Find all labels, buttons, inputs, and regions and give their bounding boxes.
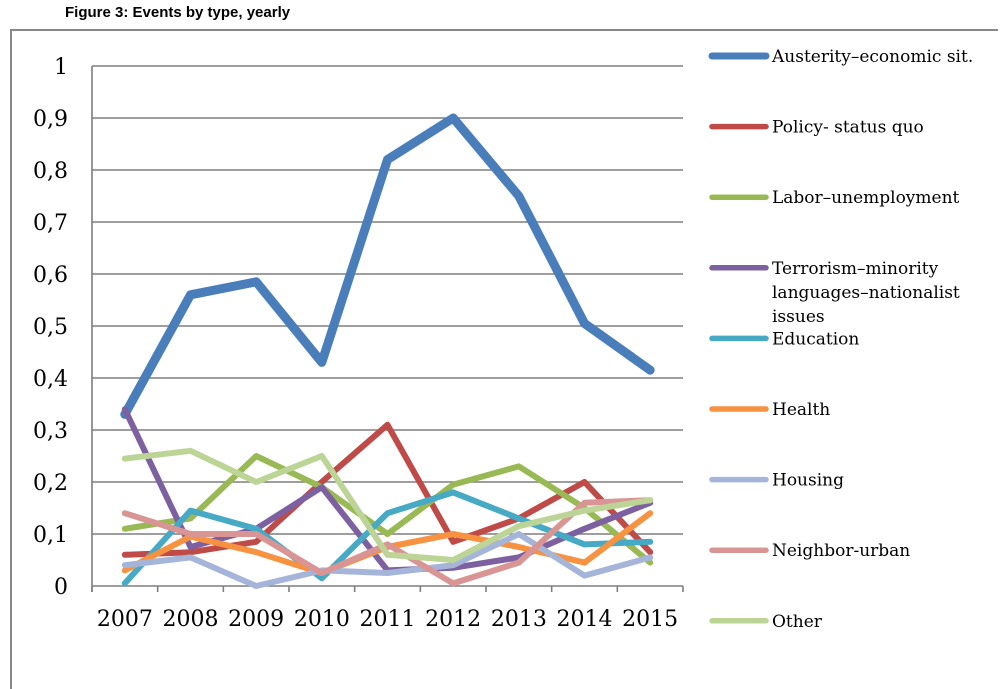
x-tick-label: 2012: [425, 607, 481, 632]
series-line-1: [120, 113, 655, 419]
figure-title: Figure 3: Events by type, yearly: [65, 4, 291, 21]
x-tick-label: 2015: [622, 607, 678, 632]
y-tick-label: 0,4: [33, 367, 68, 392]
series-line-5: [121, 489, 654, 587]
y-tick-label: 0,5: [33, 315, 68, 340]
y-tick-label: 1: [54, 55, 68, 80]
series-line-7: [121, 531, 654, 589]
legend-label: Austerity–economic sit.: [771, 47, 973, 67]
legend-label: Terrorism–minority languages–nationalist i…: [772, 259, 960, 327]
legend-label: Housing: [772, 471, 844, 491]
legend-label: Neighbor-urban: [772, 541, 910, 561]
y-tick-label: 0,3: [33, 419, 68, 444]
legend-label: Health: [772, 400, 830, 420]
chart-frame: [10, 29, 998, 689]
series-line-8: [121, 497, 654, 587]
y-tick-label: 0: [54, 575, 68, 600]
y-tick-label: 0,2: [33, 471, 68, 496]
y-tick-label: 0,9: [33, 107, 68, 132]
legend-label: Other: [772, 612, 823, 632]
x-tick-label: 2007: [97, 607, 153, 632]
x-tick-label: 2008: [163, 607, 219, 632]
x-tick-label: 2013: [491, 607, 547, 632]
x-tick-label: 2009: [228, 607, 284, 632]
y-tick-label: 0,1: [33, 523, 68, 548]
x-tick-label: 2010: [294, 607, 350, 632]
y-tick-label: 0,7: [33, 211, 68, 236]
x-tick-label: 2011: [360, 607, 416, 632]
x-tick-label: 2014: [557, 607, 613, 632]
y-tick-label: 0,8: [33, 159, 68, 184]
legend-label: Policy- status quo: [772, 118, 924, 138]
legend-label: Education: [772, 329, 859, 349]
series-line-9: [121, 447, 654, 563]
legend-label: Labor–unemployment: [772, 188, 960, 208]
series-line-3: [121, 453, 654, 566]
y-tick-label: 0,6: [33, 263, 68, 288]
